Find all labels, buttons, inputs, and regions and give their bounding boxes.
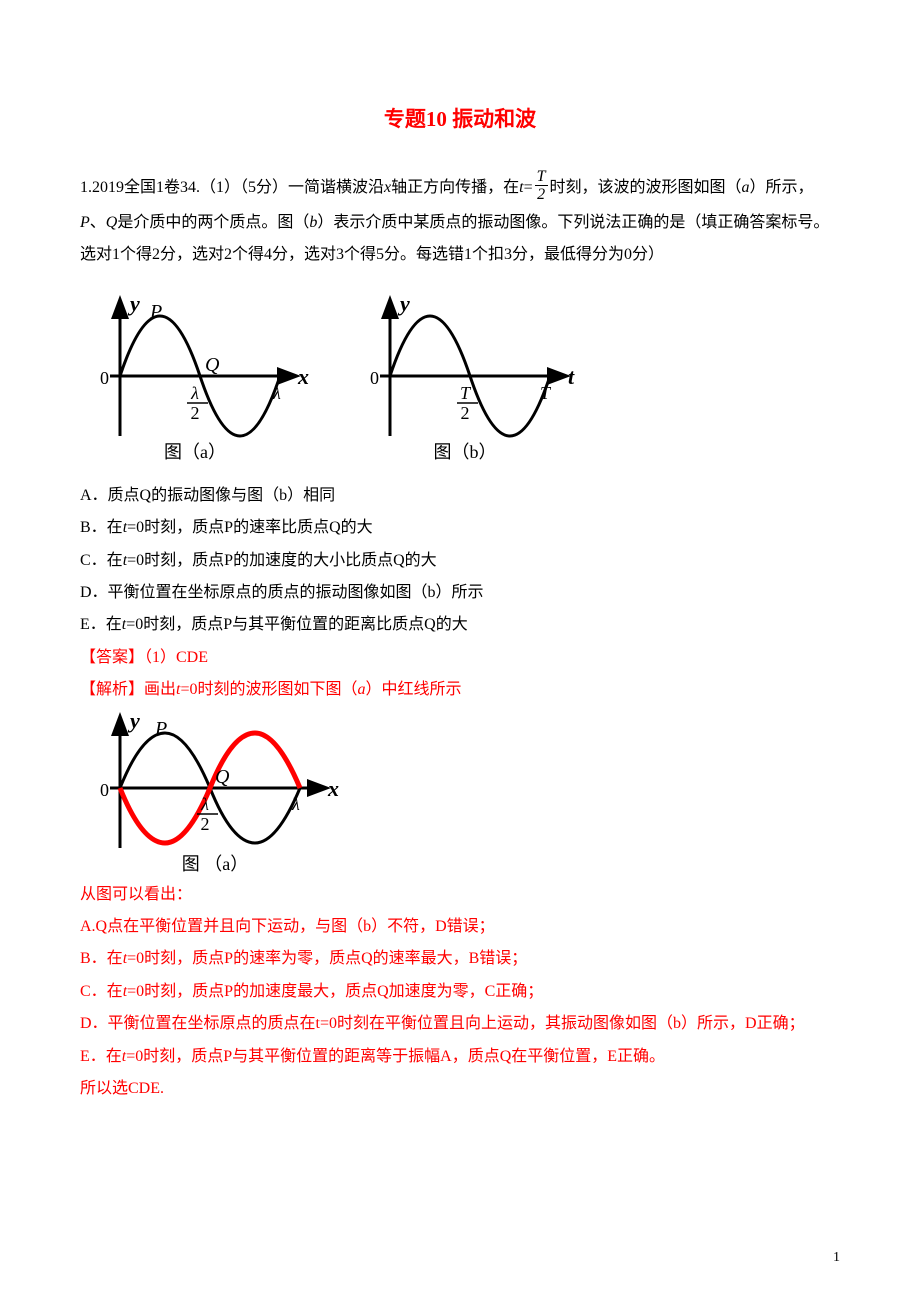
ana-a: a <box>358 681 366 698</box>
figC-zero: 0 <box>100 780 109 800</box>
con-B-pre: B．在 <box>80 950 123 967</box>
figA-zero: 0 <box>100 368 109 388</box>
figB-zero: 0 <box>370 368 379 388</box>
q2-f: ）表示介质中某质点的振动图像。下列说法正确的是（填正确答案标号。 <box>317 214 829 231</box>
conclusion-D: D．平衡位置在坐标原点的质点在t=0时刻在平衡位置且向上运动，其振动图像如图（b… <box>80 1009 840 1039</box>
page-container: 专题10 振动和波 1.2019全国1卷34.（1）（5分）一简谐横波沿x轴正方… <box>0 0 920 1302</box>
question-line2: P、Q是介质中的两个质点。图（b）表示介质中某质点的振动图像。下列说法正确的是（… <box>80 208 840 238</box>
q2-sep: 、 <box>90 214 106 231</box>
q2-Q: Q <box>106 214 118 231</box>
figC-label: 图 （a） <box>182 854 249 874</box>
q-mid2: 时刻，该波的波形图如图（ <box>550 179 742 196</box>
option-A: A．质点Q的振动图像与图（b）相同 <box>80 481 840 511</box>
opt-E-pre: E．在 <box>80 616 122 633</box>
option-C: C．在t=0时刻，质点P的加速度的大小比质点Q的大 <box>80 546 840 576</box>
figC-lam: λ <box>291 794 300 814</box>
figB-y: y <box>397 291 410 316</box>
option-E: E．在t=0时刻，质点P与其平衡位置的距离比质点Q的大 <box>80 610 840 640</box>
con-C-post: =0时刻，质点P的加速度最大，质点Q加速度为零，C正确； <box>127 983 543 1000</box>
q-frac-den: 2 <box>535 186 548 204</box>
figB-T2-den: 2 <box>461 403 470 423</box>
figA-lam: λ <box>272 383 281 403</box>
con-E-pre: E．在 <box>80 1048 122 1065</box>
q-frac: T2 <box>535 168 548 204</box>
figB-T2-num: T <box>460 383 472 403</box>
figA-lam2-num: λ <box>190 383 199 403</box>
figB-t: t <box>568 364 575 389</box>
conclusion-final: 所以选CDE. <box>80 1074 840 1104</box>
conclusion-C: C．在t=0时刻，质点P的加速度最大，质点Q加速度为零，C正确； <box>80 977 840 1007</box>
figC-lam2-num: λ <box>200 794 209 814</box>
figA-y: y <box>127 291 140 316</box>
figB-label: 图（b） <box>434 442 497 462</box>
q-var-a: a <box>742 179 750 196</box>
figA-label: 图（a） <box>164 442 226 462</box>
q-eq: = <box>524 179 533 196</box>
figure-a: y P Q x 0 λ 2 λ 图（a） <box>80 286 310 466</box>
con-C-pre: C．在 <box>80 983 123 1000</box>
page-title: 专题10 振动和波 <box>80 100 840 140</box>
figure-b: y t 0 T 2 T 图（b） <box>350 286 580 466</box>
question-line1: 1.2019全国1卷34.（1）（5分）一简谐横波沿x轴正方向传播，在t=T2时… <box>80 170 840 206</box>
figC-y: y <box>127 708 140 733</box>
figA-x: x <box>297 364 309 389</box>
figA-Q: Q <box>205 354 220 376</box>
opt-B-post: =0时刻，质点P的速率比质点Q的大 <box>127 519 372 536</box>
figA-P: P <box>149 301 162 323</box>
answer-line: 【答案】（1）CDE <box>80 643 840 673</box>
page-number: 1 <box>833 1245 840 1272</box>
conclusion-E: E．在t=0时刻，质点P与其平衡位置的距离等于振幅A，质点Q在平衡位置，E正确。 <box>80 1042 840 1072</box>
ana-post: =0时刻的波形图如下图（ <box>180 681 357 698</box>
option-B: B．在t=0时刻，质点P的速率比质点Q的大 <box>80 513 840 543</box>
figC-Q: Q <box>215 766 230 788</box>
figure-row-1: y P Q x 0 λ 2 λ 图（a） y t 0 <box>80 286 840 466</box>
figC-lam2-den: 2 <box>201 814 210 834</box>
opt-E-post: =0时刻，质点P与其平衡位置的距离比质点Q的大 <box>126 616 467 633</box>
q-frac-num: T <box>535 168 548 187</box>
analysis-line: 【解析】画出t=0时刻的波形图如下图（a）中红线所示 <box>80 675 840 705</box>
con-B-post: =0时刻，质点P的速率为零，质点Q的速率最大，B错误； <box>127 950 527 967</box>
option-D: D．平衡位置在坐标原点的质点的振动图像如图（b）所示 <box>80 578 840 608</box>
q2-P: P <box>80 214 90 231</box>
question-line3: 选对1个得2分，选对2个得4分，选对3个得5分。每选错1个扣3分，最低得分为0分… <box>80 240 840 270</box>
q-mid1: 轴正方向传播，在 <box>391 179 519 196</box>
q2-d: 是介质中的两个质点。图（ <box>117 214 309 231</box>
ana-pre: 【解析】画出 <box>80 681 176 698</box>
conclusion-B: B．在t=0时刻，质点P的速率为零，质点Q的速率最大，B错误； <box>80 944 840 974</box>
figC-x: x <box>327 776 339 801</box>
opt-B-pre: B．在 <box>80 519 123 536</box>
figure-c: y P Q x 0 λ 2 λ 图 （a） <box>80 708 340 878</box>
con-E-post: =0时刻，质点P与其平衡位置的距离等于振幅A，质点Q在平衡位置，E正确。 <box>126 1048 665 1065</box>
figA-lam2-den: 2 <box>191 403 200 423</box>
q-mid3: ）所示， <box>750 179 814 196</box>
conclusion-A: A.Q点在平衡位置并且向下运动，与图（b）不符，D错误； <box>80 912 840 942</box>
figB-T: T <box>540 383 552 403</box>
opt-C-pre: C．在 <box>80 552 123 569</box>
conclusion-intro: 从图可以看出： <box>80 880 840 910</box>
figC-P: P <box>154 718 167 740</box>
q-prefix: 1.2019全国1卷34.（1）（5分）一简谐横波沿 <box>80 179 384 196</box>
ana-end: ）中红线所示 <box>366 681 462 698</box>
opt-C-post: =0时刻，质点P的加速度的大小比质点Q的大 <box>127 552 436 569</box>
